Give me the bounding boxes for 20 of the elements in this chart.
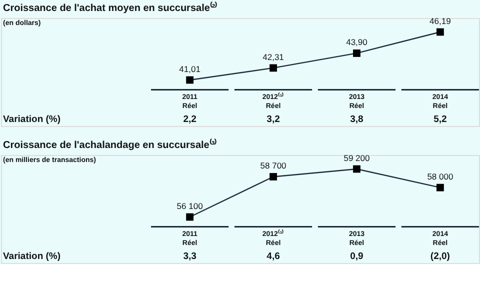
data-label: 43,90 [346, 37, 368, 48]
data-label: 56 100 [176, 201, 204, 211]
text: Variation (%) [3, 251, 61, 262]
data-label: 42,31 [262, 52, 284, 62]
text: 3,2 [266, 114, 280, 125]
data-label: 58 700 [260, 160, 287, 171]
text: 0,9 [350, 251, 364, 262]
data-label: 58 000 [427, 172, 454, 182]
data-label: 46,19 [430, 16, 452, 26]
data-label: 41,01 [179, 64, 201, 74]
text: (2,0) [430, 251, 450, 262]
text: 2,2 [183, 114, 196, 125]
text: Variation (%) [3, 114, 61, 125]
chart-title: Croissance de l'achalandage en succursale⁽³⁾ [3, 138, 217, 151]
text: 4,6 [266, 251, 280, 262]
text: 3,8 [350, 114, 364, 125]
chart-title: Croissance de l'achat moyen en succursale⁽²⁾ [3, 1, 218, 14]
data-label: 59 200 [344, 153, 370, 163]
text: 5,2 [434, 114, 447, 125]
text: 3,3 [183, 251, 196, 262]
